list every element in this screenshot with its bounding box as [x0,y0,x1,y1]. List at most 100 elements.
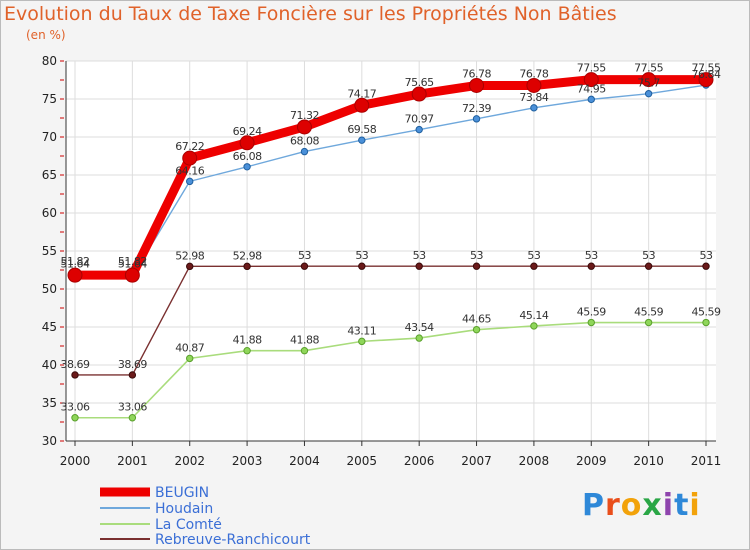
data-point [644,89,653,98]
data-point [243,163,251,171]
data-point [641,72,657,88]
data-label: 77.55 [692,62,721,75]
data-label: 41.88 [233,334,262,347]
logo-letter: r [605,488,621,523]
x-tick-label: 2007 [461,454,492,468]
legend-label: Rebreuve-Ranchicourt [155,532,311,548]
grid-lines [66,60,716,442]
data-label: 53 [700,249,713,262]
x-tick-label: 2001 [117,454,148,468]
data-point [530,104,538,112]
data-label: 71.32 [290,109,319,122]
data-label: 52.98 [175,249,204,262]
data-point [415,262,423,270]
data-point [587,318,595,327]
data-label: 45.59 [634,306,663,319]
data-label: 74.95 [577,82,606,95]
data-label: 66.08 [233,150,262,163]
data-point [182,150,198,166]
data-label: 74.17 [347,87,376,100]
data-point [530,322,538,330]
data-label: 76.78 [519,67,548,80]
data-label: 67.22 [175,140,204,153]
y-tick-label: 70 [42,130,57,144]
data-label: 51.64 [61,258,90,271]
data-point [354,97,370,113]
series-line-la-comté [75,321,706,419]
x-tick-label: 2009 [576,454,607,468]
data-label: 70.97 [405,113,434,126]
data-point [71,371,79,379]
y-tick-label: 75 [42,92,57,106]
data-label: 53 [470,249,483,262]
data-point [358,262,366,270]
x-tick-label: 2000 [60,454,91,468]
data-label: 75.7 [637,77,660,90]
data-point [702,262,710,270]
data-label: 69.24 [233,125,262,138]
data-point [300,347,309,355]
series-line-beugin [75,75,706,280]
data-point [472,262,481,270]
x-tick-label: 2004 [289,454,320,468]
y-tick-label: 55 [42,244,57,258]
data-label: 53 [413,249,426,262]
y-tick-label: 50 [42,282,57,296]
data-point [530,262,538,270]
data-point [243,347,251,355]
data-point [67,267,83,283]
data-point [124,267,140,283]
data-label: 44.65 [462,313,491,326]
data-label: 76.84 [692,68,721,81]
data-point [698,72,714,88]
data-point [472,115,481,123]
x-tick-label: 2008 [519,454,550,468]
axes: 30 35 40 45 50 55 60 65 70 75 80 2000 2001 2002 2003 20… [42,54,722,468]
data-point [644,262,653,270]
logo-letter: i [662,488,675,523]
y-tick-label: 80 [42,54,57,68]
data-label: 33.06 [118,401,147,414]
data-label: 53 [642,249,655,262]
y-tick-label: 65 [42,168,57,182]
legend-label: La Comté [155,517,222,533]
series-line-houdain [75,84,707,278]
data-point [415,125,423,134]
data-label: 52.98 [233,249,262,262]
data-point [702,318,710,327]
data-labels: 51.82 51.82 67.22 69.24 71.32 74.17 75.65 76.78… [61,62,722,414]
data-point [128,414,137,422]
data-label: 45.14 [519,309,548,322]
data-point [186,262,194,271]
data-label: 76.78 [462,67,491,80]
data-label: 43.54 [405,321,434,334]
data-label: 51.64 [118,258,147,271]
data-label: 38.69 [118,358,147,371]
y-tick-label: 45 [42,320,57,334]
x-tick-label: 2006 [404,454,435,468]
x-tick-label: 2003 [232,454,263,468]
y-axis-unit-label: (en %) [26,28,66,42]
data-point [186,354,194,363]
data-label: 77.55 [634,62,663,75]
data-point [415,334,423,342]
data-label: 68.08 [290,135,319,148]
data-point [472,325,481,334]
data-label: 51.82 [61,255,90,268]
data-point [358,337,366,346]
data-point [587,95,595,104]
x-tick-label: 2010 [633,454,664,468]
data-label: 43.11 [347,324,376,337]
logo-letter: x [642,488,663,523]
data-label: 45.59 [692,306,721,319]
data-point [587,262,595,270]
y-tick-label: 30 [42,434,57,448]
data-label: 75.65 [405,76,434,89]
data-point [300,147,309,156]
logo-letter: t [674,488,690,523]
x-tick-label: 2011 [691,454,722,468]
data-point [300,262,309,270]
data-label: 53 [585,249,598,262]
